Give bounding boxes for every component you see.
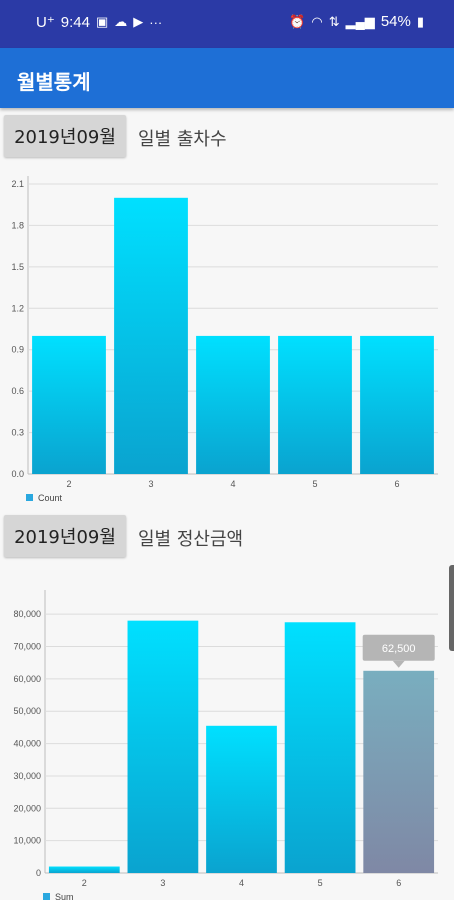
legend-swatch: [43, 893, 50, 900]
x-tick-label: 2: [82, 878, 87, 888]
daily-count-chart: 0.0 0.3 0.6 0.9 1.2 1.5 1.8 2.1 2 3 4 5 6 Count: [11, 176, 438, 503]
y-tick-label: 0.9: [11, 345, 24, 355]
legend-label: Count: [38, 493, 63, 503]
battery-percent: 54%: [380, 13, 411, 30]
y-tick-label: 60,000: [13, 674, 41, 684]
month-selector-button-sum[interactable]: 2019년09월: [4, 515, 126, 557]
y-tick-label: 40,000: [13, 739, 41, 749]
bar-6: [360, 335, 434, 474]
notification-b-icon: ▣: [95, 14, 109, 29]
y-tick-label: 0: [36, 868, 41, 878]
bar-2: [48, 866, 120, 873]
x-tick-label: 4: [230, 479, 235, 489]
y-tick-label: 50,000: [13, 706, 41, 716]
tooltip-pointer: [392, 660, 405, 668]
app-bar: 월별통계: [0, 48, 454, 108]
daily-sum-chart: 0 10,000 20,000 30,000 40,000 50,000 60,000 70,…: [13, 590, 438, 900]
bar-3: [114, 197, 188, 475]
section-title-count: 일별 출차수: [138, 129, 227, 150]
x-tick-label: 6: [394, 479, 399, 489]
x-tick-label: 3: [148, 479, 153, 489]
bar-2: [32, 335, 106, 474]
alarm-icon: ⏰: [289, 13, 306, 29]
y-tick-label: 2.1: [11, 179, 24, 189]
bar-6: [363, 670, 435, 873]
bar-4: [206, 725, 277, 873]
tooltip-value: 62,500: [382, 643, 416, 655]
youtube-icon: ▶: [133, 14, 144, 29]
bar-4: [196, 335, 270, 474]
page-title: 월별통계: [17, 70, 91, 94]
y-tick-label: 1.8: [11, 220, 24, 230]
y-tick-label: 1.5: [11, 262, 24, 272]
status-time: 9:44: [60, 13, 90, 31]
wifi-icon: ◠: [311, 13, 323, 29]
battery-icon: ▮: [416, 13, 424, 29]
y-tick-label: 1.2: [11, 303, 24, 313]
legend-swatch: [26, 494, 33, 501]
cloud-icon: ☁: [114, 14, 128, 29]
highlight-tooltip: [362, 634, 435, 661]
x-tick-label: 3: [160, 878, 165, 888]
scrollbar[interactable]: [449, 565, 454, 651]
y-tick-label: 10,000: [13, 836, 41, 846]
y-tick-label: 0.6: [11, 386, 24, 396]
more-icon: ···: [149, 14, 163, 30]
carrier-label: U⁺: [36, 14, 55, 31]
x-tick-label: 4: [239, 878, 244, 888]
signal-icon: ▂▄▆: [345, 13, 375, 29]
y-tick-label: 80,000: [13, 609, 41, 619]
bar-5: [278, 335, 352, 474]
y-tick-label: 30,000: [13, 771, 41, 781]
x-tick-label: 2: [66, 479, 71, 489]
status-bar: U⁺ 9:44 ▣ ☁ ▶ ··· ⏰ ◠ ⇅ ▂▄▆ 54% ▮: [0, 0, 454, 48]
x-tick-label: 5: [318, 878, 323, 888]
y-tick-label: 0.3: [11, 428, 24, 438]
x-tick-label: 6: [396, 878, 401, 888]
bar-3: [127, 620, 199, 873]
y-tick-label: 20,000: [13, 803, 41, 813]
legend-label: Sum: [55, 892, 74, 900]
section-title-sum: 일별 정산금액: [138, 529, 244, 550]
lte-icon: ⇅: [328, 13, 340, 29]
bar-5: [284, 622, 356, 873]
x-tick-label: 5: [312, 479, 317, 489]
month-selector-button-count[interactable]: 2019년09월: [4, 115, 126, 157]
y-tick-label: 0.0: [11, 469, 24, 479]
y-tick-label: 70,000: [13, 642, 41, 652]
